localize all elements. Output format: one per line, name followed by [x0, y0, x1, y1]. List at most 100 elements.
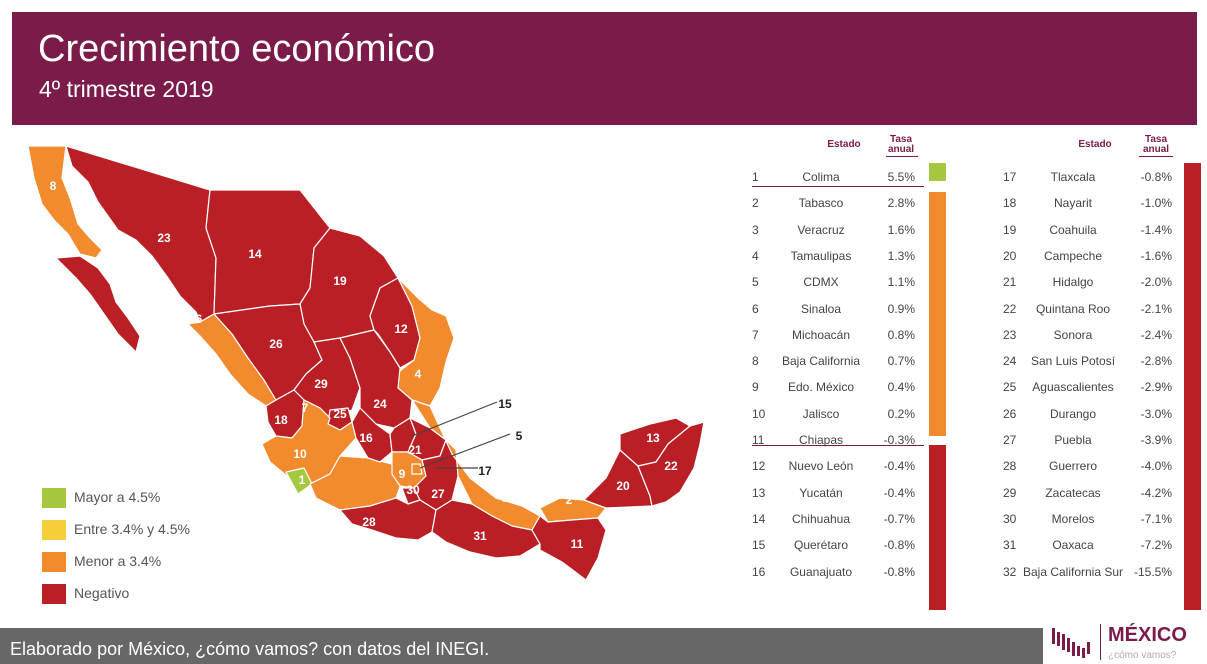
row-state-name: Yucatán	[799, 485, 843, 500]
row-rank: 12	[752, 459, 766, 474]
map-state-label: 12	[394, 322, 408, 336]
row-rank: 11	[752, 433, 765, 447]
map-state-label: 19	[333, 274, 347, 288]
row-state-name: Puebla	[1054, 433, 1092, 447]
legend-label: Entre 3.4% y 4.5%	[74, 521, 190, 537]
header-banner: Crecimiento económico 4º trimestre 2019	[12, 12, 1197, 125]
row-state-name: Quintana Roo	[1035, 301, 1111, 316]
logo-separator	[1100, 624, 1101, 660]
row-rank: 23	[1003, 327, 1017, 342]
table-row: 25 Aguascalientes -2.9%	[1003, 373, 1178, 399]
legend-item: Entre 3.4% y 4.5%	[42, 520, 292, 540]
row-rank: 28	[1003, 459, 1017, 474]
legend-label: Menor a 3.4%	[74, 553, 162, 569]
table-row: 18 Nayarit -1.0%	[1003, 189, 1178, 215]
table-row: 23 Sonora -2.4%	[1003, 321, 1178, 347]
row-rank: 15	[752, 538, 766, 553]
callout-line	[419, 433, 511, 469]
row-rank: 5	[752, 275, 759, 290]
rank-bar-menor	[929, 192, 946, 436]
footer-credit: Elaborado por México, ¿cómo vamos? con d…	[10, 639, 490, 659]
map-state-label: 14	[248, 247, 262, 261]
row-state-name: Chihuahua	[791, 511, 851, 526]
row-rate: -2.1%	[1140, 301, 1172, 316]
map-state-label: 18	[274, 413, 288, 427]
map-state-label: 8	[50, 179, 57, 193]
row-rate: 2.8%	[887, 196, 915, 211]
map-state-label: 7	[302, 401, 309, 415]
row-rank: 4	[752, 248, 759, 263]
map-state-label: 29	[314, 377, 328, 391]
row-state-name: CDMX	[803, 275, 839, 290]
legend-label: Negativo	[74, 585, 130, 601]
table-row: 30 Morelos -7.1%	[1003, 505, 1178, 531]
legend-label: Mayor a 4.5%	[74, 489, 161, 505]
row-state-name: Guerrero	[1048, 459, 1098, 474]
state-chiapas	[531, 515, 607, 581]
row-rank: 3	[752, 222, 759, 237]
legend-item: Menor a 3.4%	[42, 552, 292, 572]
table-row: 19 Coahuila -1.4%	[1003, 216, 1178, 242]
row-rank: 1	[752, 170, 759, 184]
map-state-label: 23	[157, 231, 171, 245]
row-rate: -0.7%	[883, 511, 915, 526]
state-cdmx	[411, 463, 423, 475]
rank-bar-negativo-right	[1184, 163, 1201, 610]
row-state-name: Guanajuato	[789, 564, 853, 579]
row-rank: 16	[752, 564, 766, 579]
row-state-name: Michoacán	[791, 327, 851, 342]
callout-line	[411, 401, 498, 437]
row-rank: 24	[1003, 354, 1017, 369]
row-divider	[752, 186, 924, 187]
row-rate: -1.4%	[1140, 222, 1172, 237]
map-state-label: 31	[473, 529, 487, 543]
table-row: 29 Zacatecas -4.2%	[1003, 479, 1178, 505]
column-header-tasa: Tasa anual	[884, 135, 918, 155]
table-row: 9 Edo. México 0.4%	[752, 373, 927, 399]
row-rank: 7	[752, 327, 759, 342]
row-state-name: Chiapas	[798, 433, 844, 447]
header-underline	[886, 156, 918, 157]
table-row: 5 CDMX 1.1%	[752, 268, 927, 294]
row-state-name: Baja California	[781, 354, 861, 369]
row-rank: 26	[1003, 406, 1017, 421]
row-rank: 9	[752, 380, 759, 395]
rank-bar-mayor	[929, 163, 946, 181]
map-state-label: 2	[566, 493, 573, 507]
row-rate: -0.3%	[883, 433, 915, 447]
map-state-label: 17	[478, 464, 492, 478]
map-state-label: 4	[415, 367, 422, 381]
map-state-label: 26	[269, 337, 283, 351]
table-row: 16 Guanajuato -0.8%	[752, 558, 927, 584]
row-rank: 2	[752, 196, 759, 211]
rank-bar-negativo-left	[929, 445, 946, 610]
table-row: 4 Tamaulipas 1.3%	[752, 242, 927, 268]
legend-item: Negativo	[42, 584, 292, 604]
map-state-label: 16	[359, 431, 373, 445]
row-state-name: Tlaxcala	[1050, 170, 1096, 184]
column-header-tasa-line1: Tasa	[889, 134, 913, 145]
table-row: 22 Quintana Roo -2.1%	[1003, 295, 1178, 321]
map-state-label: 1	[299, 473, 306, 487]
row-rate: -2.9%	[1140, 380, 1172, 395]
row-rate: -4.0%	[1140, 459, 1172, 474]
row-rate: -7.1%	[1140, 511, 1172, 526]
row-state-name: Nuevo León	[788, 459, 854, 474]
row-state-name: Nayarit	[1053, 196, 1092, 211]
table-row: 3 Veracruz 1.6%	[752, 216, 927, 242]
row-rate: 0.7%	[887, 354, 915, 369]
table-row: 21 Hidalgo -2.0%	[1003, 268, 1178, 294]
legend-item: Mayor a 4.5%	[42, 488, 292, 508]
row-rank: 25	[1003, 380, 1017, 395]
row-state-name: Zacatecas	[1045, 485, 1101, 500]
row-rate: -1.6%	[1140, 248, 1172, 263]
logo-bars-icon	[1052, 628, 1090, 658]
row-rate: -1.0%	[1140, 196, 1172, 211]
row-rank: 6	[752, 301, 759, 316]
column-header-tasa-line2: anual	[887, 144, 915, 155]
column-header-tasa-line2: anual	[1142, 144, 1170, 155]
column-header-estado: Estado	[827, 139, 861, 150]
legend-swatch	[42, 520, 66, 540]
row-rank: 20	[1003, 248, 1017, 263]
row-state-name: Tamaulipas	[790, 248, 852, 263]
